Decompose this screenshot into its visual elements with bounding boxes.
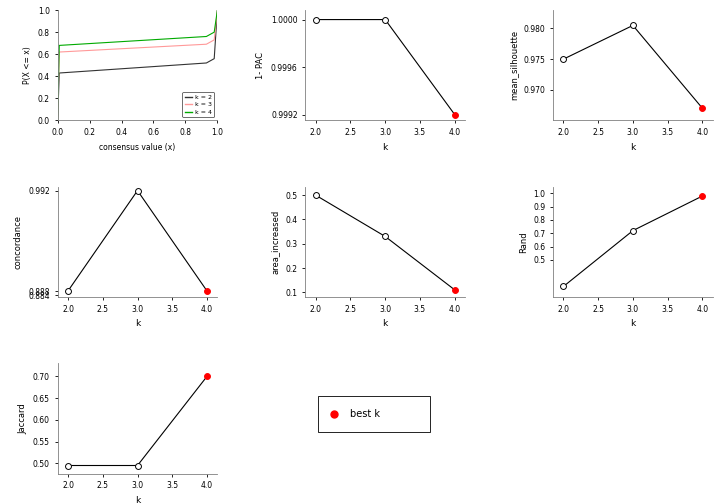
Y-axis label: mean_silhouette: mean_silhouette — [509, 30, 518, 100]
Point — [62, 462, 73, 470]
Point — [201, 372, 212, 381]
Point — [697, 104, 708, 112]
Point — [558, 55, 570, 63]
Text: best k: best k — [350, 409, 380, 419]
Y-axis label: Jaccard: Jaccard — [19, 403, 27, 434]
Point — [449, 110, 461, 118]
Point — [310, 191, 321, 199]
Point — [379, 232, 391, 240]
Point — [310, 16, 321, 24]
Y-axis label: Rand: Rand — [518, 231, 528, 253]
Point — [558, 282, 570, 290]
Point — [132, 462, 143, 470]
X-axis label: k: k — [382, 320, 388, 328]
X-axis label: k: k — [630, 320, 636, 328]
Point — [627, 21, 639, 29]
X-axis label: k: k — [135, 496, 140, 504]
Point — [697, 192, 708, 200]
Point — [379, 16, 391, 24]
X-axis label: k: k — [382, 143, 388, 152]
Point — [62, 287, 73, 295]
Y-axis label: 1- PAC: 1- PAC — [256, 52, 266, 79]
X-axis label: k: k — [630, 143, 636, 152]
Y-axis label: area_increased: area_increased — [271, 210, 280, 274]
X-axis label: consensus value (x): consensus value (x) — [99, 143, 176, 152]
Legend: k = 2, k = 3, k = 4: k = 2, k = 3, k = 4 — [182, 92, 215, 117]
Point — [449, 286, 461, 294]
Y-axis label: P(X <= x): P(X <= x) — [23, 46, 32, 84]
Point — [201, 287, 212, 295]
Y-axis label: concordance: concordance — [14, 215, 22, 269]
X-axis label: k: k — [135, 320, 140, 328]
Point — [627, 227, 639, 235]
Point — [132, 186, 143, 195]
